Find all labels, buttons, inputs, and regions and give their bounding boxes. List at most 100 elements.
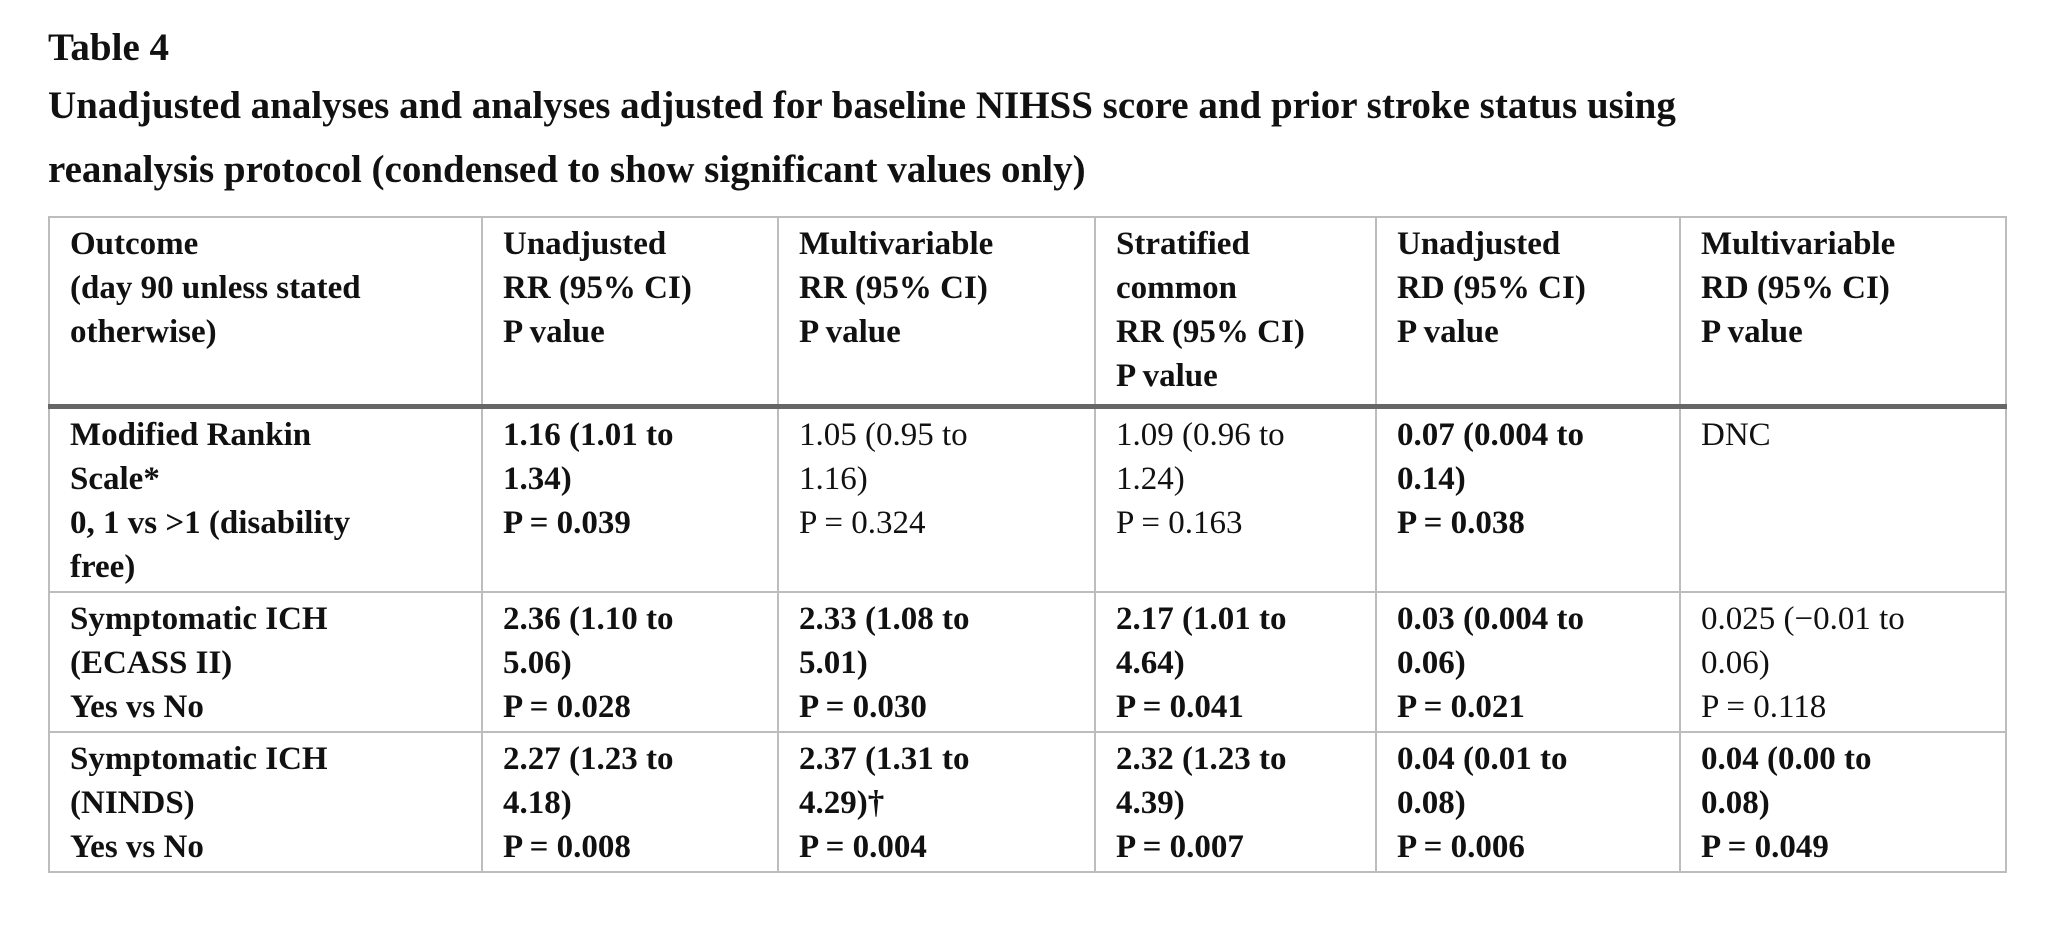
cell-line: P value — [503, 314, 605, 350]
cell-line: 0.06) — [1397, 645, 1466, 681]
cell-line: P value — [1701, 314, 1803, 350]
cell-line: 5.01) — [799, 645, 868, 681]
value-cell: DNC — [1679, 405, 2007, 593]
column-header: Outcome (day 90 unless stated otherwise) — [48, 216, 483, 409]
cell-line: Modified Rankin — [70, 417, 312, 453]
cell-line: free) — [70, 549, 136, 585]
cell-line: 0.08) — [1701, 785, 1770, 821]
cell-line: P = 0.006 — [1397, 829, 1525, 865]
cell-line: 1.05 (0.95 to — [799, 417, 968, 453]
cell-line: 2.32 (1.23 to — [1116, 741, 1287, 777]
cell-line: P = 0.118 — [1701, 689, 1827, 725]
cell-line: 2.33 (1.08 to — [799, 601, 970, 637]
table-body: Modified Rankin Scale* 0, 1 vs >1 (disabil… — [48, 405, 2007, 873]
cell-line: 0, 1 vs >1 (disability — [70, 505, 351, 541]
cell-line: P = 0.008 — [503, 829, 631, 865]
cell-line: RD (95% CI) — [1701, 270, 1890, 306]
cell-line: P = 0.041 — [1116, 689, 1244, 725]
cell-line: Unadjusted — [503, 226, 667, 262]
value-cell: 2.17 (1.01 to 4.64) P = 0.041 — [1094, 591, 1377, 733]
value-cell: 2.37 (1.31 to 4.29)† P = 0.004 — [777, 731, 1096, 873]
cell-line: P = 0.030 — [799, 689, 927, 725]
cell-line: P value — [1397, 314, 1499, 350]
cell-line: P = 0.028 — [503, 689, 631, 725]
cell-line: Symptomatic ICH — [70, 601, 328, 637]
cell-line: RR (95% CI) — [503, 270, 692, 306]
cell-line: RR (95% CI) — [799, 270, 988, 306]
table-row: Symptomatic ICH (NINDS) Yes vs No 2.27 (1.2… — [48, 731, 2007, 873]
cell-line: 1.16) — [799, 461, 868, 497]
cell-line: 5.06) — [503, 645, 572, 681]
cell-line: 0.07 (0.004 to — [1397, 417, 1584, 453]
column-header: Unadjusted RD (95% CI) P value — [1375, 216, 1681, 409]
cell-line: P = 0.038 — [1397, 505, 1525, 541]
value-cell: 2.32 (1.23 to 4.39) P = 0.007 — [1094, 731, 1377, 873]
value-cell: 0.04 (0.01 to 0.08) P = 0.006 — [1375, 731, 1681, 873]
cell-line: 0.08) — [1397, 785, 1466, 821]
outcome-cell: Symptomatic ICH (NINDS) Yes vs No — [48, 731, 483, 873]
cell-line: otherwise) — [70, 314, 217, 350]
table-header-row: Outcome (day 90 unless stated otherwise) Un… — [48, 216, 2007, 409]
cell-line: P = 0.163 — [1116, 505, 1243, 541]
cell-line: P value — [1116, 358, 1218, 394]
value-cell: 1.05 (0.95 to 1.16) P = 0.324 — [777, 405, 1096, 593]
value-cell: 1.16 (1.01 to 1.34) P = 0.039 — [481, 405, 779, 593]
cell-line: 2.27 (1.23 to — [503, 741, 674, 777]
cell-line: 1.16 (1.01 to — [503, 417, 674, 453]
cell-line: 0.04 (0.00 to — [1701, 741, 1872, 777]
cell-line: RD (95% CI) — [1397, 270, 1586, 306]
cell-line: Outcome — [70, 226, 199, 262]
column-header: Multivariable RR (95% CI) P value — [777, 216, 1096, 409]
cell-line: P = 0.021 — [1397, 689, 1525, 725]
cell-line: Symptomatic ICH — [70, 741, 328, 777]
cell-line: Stratified — [1116, 226, 1250, 262]
cell-line: 0.04 (0.01 to — [1397, 741, 1568, 777]
column-header: Stratified common RR (95% CI) P value — [1094, 216, 1377, 409]
value-cell: 2.36 (1.10 to 5.06) P = 0.028 — [481, 591, 779, 733]
cell-line: P value — [799, 314, 901, 350]
table-row: Modified Rankin Scale* 0, 1 vs >1 (disabil… — [48, 405, 2007, 593]
cell-line: Multivariable — [799, 226, 994, 262]
cell-line: 0.025 (−0.01 to — [1701, 601, 1905, 637]
value-cell: 0.03 (0.004 to 0.06) P = 0.021 — [1375, 591, 1681, 733]
value-cell: 0.025 (−0.01 to 0.06) P = 0.118 — [1679, 591, 2007, 733]
table-row: Symptomatic ICH (ECASS II) Yes vs No 2.36 (… — [48, 591, 2007, 733]
cell-line: 2.17 (1.01 to — [1116, 601, 1287, 637]
cell-line: Yes vs No — [70, 829, 204, 865]
cell-line: DNC — [1701, 417, 1771, 453]
cell-line: 4.64) — [1116, 645, 1185, 681]
cell-line: (NINDS) — [70, 785, 195, 821]
cell-line: 2.37 (1.31 to — [799, 741, 970, 777]
outcome-cell: Symptomatic ICH (ECASS II) Yes vs No — [48, 591, 483, 733]
cell-line: (ECASS II) — [70, 645, 233, 681]
value-cell: 2.27 (1.23 to 4.18) P = 0.008 — [481, 731, 779, 873]
value-cell: 2.33 (1.08 to 5.01) P = 0.030 — [777, 591, 1096, 733]
cell-line: 4.39) — [1116, 785, 1185, 821]
cell-line: Yes vs No — [70, 689, 204, 725]
cell-line: P = 0.007 — [1116, 829, 1244, 865]
cell-line: P = 0.004 — [799, 829, 927, 865]
cell-line: P = 0.039 — [503, 505, 631, 541]
cell-line: common — [1116, 270, 1237, 306]
outcome-cell: Modified Rankin Scale* 0, 1 vs >1 (disabil… — [48, 405, 483, 593]
cell-line: (day 90 unless stated — [70, 270, 361, 306]
cell-line: RR (95% CI) — [1116, 314, 1305, 350]
cell-line: P = 0.324 — [799, 505, 926, 541]
document-page: Table 4 Unadjusted analyses and analyses… — [48, 22, 2008, 873]
cell-line: 4.29)† — [799, 785, 885, 821]
cell-line: Multivariable — [1701, 226, 1896, 262]
cell-line: Scale* — [70, 461, 160, 497]
table-label: Table 4 — [48, 26, 170, 69]
column-header: Multivariable RD (95% CI) P value — [1679, 216, 2007, 409]
cell-line: 4.18) — [503, 785, 572, 821]
value-cell: 1.09 (0.96 to 1.24) P = 0.163 — [1094, 405, 1377, 593]
cell-line: 0.14) — [1397, 461, 1466, 497]
cell-line: Unadjusted — [1397, 226, 1561, 262]
cell-line: 1.24) — [1116, 461, 1185, 497]
cell-line: 0.03 (0.004 to — [1397, 601, 1584, 637]
cell-line: 1.34) — [503, 461, 572, 497]
cell-line: 2.36 (1.10 to — [503, 601, 674, 637]
column-header: Unadjusted RR (95% CI) P value — [481, 216, 779, 409]
value-cell: 0.04 (0.00 to 0.08) P = 0.049 — [1679, 731, 2007, 873]
value-cell: 0.07 (0.004 to 0.14) P = 0.038 — [1375, 405, 1681, 593]
